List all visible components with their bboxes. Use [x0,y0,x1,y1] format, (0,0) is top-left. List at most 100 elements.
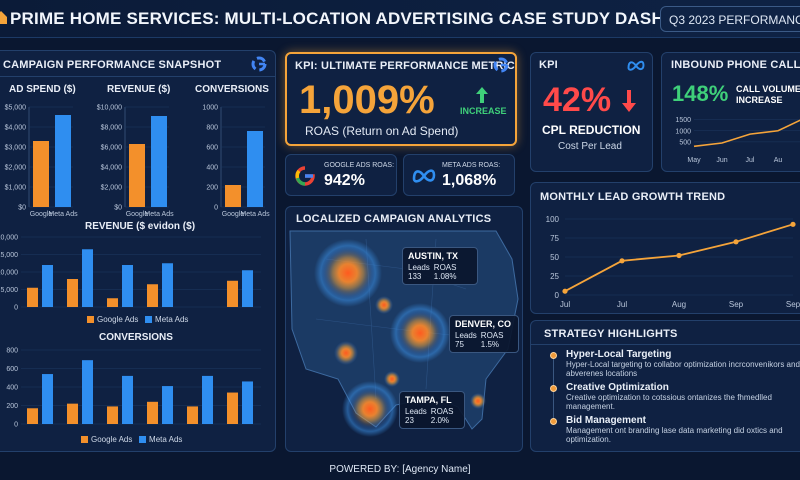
city-card-denver[interactable]: DENVER, CO Leads ROAS 75 1.5% [449,315,519,353]
tick-label: 1000 [675,128,691,135]
kpi-roas-panel: KPI: ULTIMATE PERFORMANCE METRIC 1,009% … [285,52,517,146]
arrow-up-icon [476,87,488,103]
google-bar [67,403,78,424]
tick-label: 20,000 [0,235,18,242]
city-name: AUSTIN, TX [408,251,459,261]
period-selector[interactable]: Q3 2023 PERFORMANCE [660,6,800,32]
timeline-dot [550,385,557,392]
monthly-lead-panel: MONTHLY LEAD GROWTH TREND 100 75 50 25 0 Jul J… [530,182,800,314]
phone-label-1: CALL VOLUME [736,84,800,94]
revenue-bar-chart: 20,000 15,000 10,000 5,000 0 [0,235,261,312]
roas-value: 2.0% [430,416,450,425]
google-roas-card: GOOGLE ADS ROAS: 942% [285,154,397,196]
roas-value: 1.5% [480,340,500,349]
revenue-legend: Google Ads Meta Ads [87,315,188,324]
meta-roas-value: 1,068% [442,172,497,189]
category-label: Google [30,211,53,218]
strategy-item: Creative Optimization Creative optimizat… [566,382,800,411]
tick-label: 0 [14,422,18,429]
meta-bar [151,116,167,207]
tick-label: $3,000 [5,145,27,152]
monthly-title: MONTHLY LEAD GROWTH TREND [540,191,726,203]
kpi-cpl-title: KPI [539,59,558,71]
mini-bar-charts: $5,000$4,000$3,000$2,000$1,000$0GoogleMe… [5,105,271,219]
conversions-label: CONVERSIONS [195,84,269,95]
google-legend-swatch [87,316,94,323]
data-point [676,252,682,259]
google-bar [33,141,49,207]
meta-bar [247,131,263,207]
google-bar [67,279,78,307]
month-label: Jun [716,157,727,164]
month-label: May [687,157,701,164]
timeline-dot [550,418,557,425]
category-label: Meta Ads [48,211,78,218]
month-label: Sep [786,300,800,309]
google-bar [227,280,238,307]
strategy-item: Hyper-Local Targeting Hyper-Local target… [566,349,800,378]
google-bar [147,401,158,424]
google-legend-swatch [81,436,88,443]
data-point [619,258,625,264]
meta-bar [122,375,133,424]
tick-label: 25 [550,272,559,281]
city-card-tampa[interactable]: TAMPA, FL Leads ROAS 23 2.0% [399,391,465,429]
google-bar [27,408,38,424]
tick-label: 200 [206,185,218,192]
leads-value: 75 [455,340,464,349]
tick-label: 400 [6,385,18,392]
tick-label: $4,000 [5,125,27,132]
month-label: Jul [746,157,755,164]
conversions-legend: Google Ads Meta Ads [81,435,182,444]
tick-label: 0 [555,291,560,300]
kpi-main-title: KPI: ULTIMATE PERFORMANCE METRIC [295,60,515,72]
category-label: Google [126,211,149,218]
tick-label: $5,000 [5,105,27,112]
tick-label: 200 [6,403,18,410]
tick-label: $0 [114,205,122,212]
category-label: Google [222,211,245,218]
ad-spend-label: AD SPEND ($) [9,84,76,95]
tick-label: $4,000 [101,165,123,172]
meta-roas-label: META ADS ROAS: [442,162,501,169]
cpl-caption: Cost Per Lead [558,141,622,152]
call-volume-line [693,119,800,148]
google-bar [107,406,118,424]
meta-legend-swatch [145,316,153,323]
month-label: Jul [617,300,627,309]
data-point [562,288,568,294]
tick-label: 1000 [202,105,218,112]
leads-label: Leads [405,407,427,416]
google-roas-label: GOOGLE ADS ROAS: [324,162,395,169]
meta-bar [162,263,173,307]
month-label: Jul [560,300,570,309]
category-label: Meta Ads [144,211,174,218]
revenue-label: REVENUE ($) [107,84,171,95]
tick-label: $1,000 [5,185,27,192]
roas-label: ROAS [430,407,454,416]
tick-label: 600 [6,366,18,373]
meta-bar [122,265,133,307]
tick-label: 800 [6,348,18,355]
month-label: Sep [729,300,744,309]
roas-caption: ROAS (Return on Ad Spend) [305,124,459,138]
meta-bar [55,115,71,207]
tick-label: $2,000 [5,165,27,172]
tick-label: 600 [206,145,218,152]
google-bar [147,284,158,307]
meta-bar [242,270,253,307]
localized-analytics-panel: LOCALIZED CAMPAIGN ANALYTICS [285,206,523,452]
phone-title: INBOUND PHONE CALL SURGE [671,59,800,71]
leads-label: Leads [408,263,430,272]
city-card-austin[interactable]: AUSTIN, TX Leads ROAS 133 1.08% [402,247,478,285]
google-bar [27,287,38,307]
meta-bar [242,381,253,424]
data-point [733,239,739,245]
strategy-item: Bid Management Management ont branding l… [566,415,800,444]
tick-label: $6,000 [101,145,123,152]
conversions-bar-chart: 800 600 400 200 0 [6,348,261,429]
campaign-snapshot-panel: CAMPAIGN PERFORMANCE SNAPSHOT AD SPEND (… [0,50,276,452]
month-label: Aug [672,300,686,309]
map-title: LOCALIZED CAMPAIGN ANALYTICS [296,213,492,225]
